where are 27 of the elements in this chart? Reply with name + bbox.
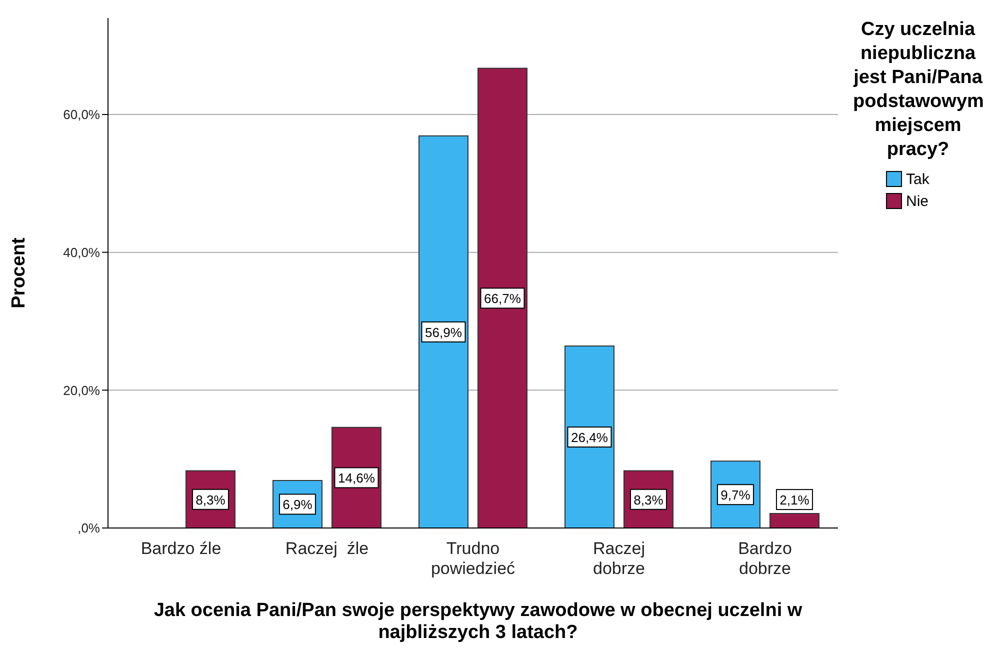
data-label: 8,3%: [634, 492, 664, 508]
data-label: 8,3%: [196, 492, 226, 508]
x-tick-label: Raczej źle: [285, 539, 369, 558]
bar: [769, 513, 820, 528]
data-label: 6,9%: [282, 497, 313, 512]
data-label: 14,6%: [338, 470, 376, 486]
y-axis-title: Procent: [8, 236, 30, 308]
bar: [564, 346, 614, 528]
x-tick-label: Raczej dobrze: [593, 539, 645, 578]
y-tick-label: ,0%: [78, 520, 100, 536]
bar: [477, 68, 528, 528]
data-label: 56,9%: [425, 324, 462, 340]
bar: [418, 135, 468, 528]
legend-label: Tak: [906, 170, 930, 188]
legend-label: Nie: [906, 192, 929, 210]
x-tick-label: Bardzo dobrze: [738, 539, 792, 578]
x-tick-label: Bardzo źle: [140, 539, 222, 558]
data-label: 2,1%: [780, 492, 810, 508]
data-label: 26,4%: [571, 430, 608, 446]
y-tick-label: 40,0%: [63, 244, 100, 260]
y-tick-label: 60,0%: [63, 107, 100, 122]
x-axis-title: Jak ocenia Pani/Pan swoje perspektywy zawodowe w obecnej uczelni w najbliższych 3 latach?: [152, 600, 804, 644]
x-tick-label: Trudno powiedzieć: [430, 539, 516, 578]
data-label: 66,7%: [484, 291, 522, 306]
y-tick-label: 20,0%: [63, 382, 100, 398]
data-label: 9,7%: [720, 488, 751, 503]
legend-title: Czy uczelnia niepubliczna jest Pani/Pana podstawowym miejscem pracy?: [853, 18, 984, 162]
